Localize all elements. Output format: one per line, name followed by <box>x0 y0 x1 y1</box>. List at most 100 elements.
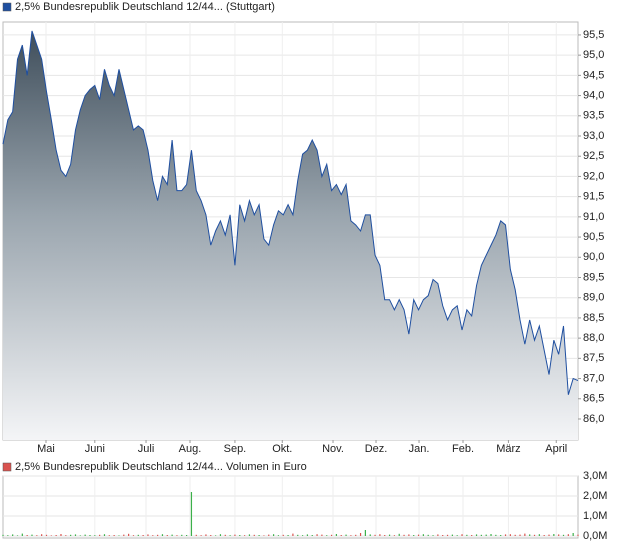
volume-bar <box>239 535 241 536</box>
volume-bar <box>103 534 106 536</box>
volume-bar <box>229 535 231 536</box>
volume-bar <box>301 535 304 536</box>
volume-bar <box>485 534 487 536</box>
volume-bar <box>147 534 149 536</box>
volume-bar <box>350 535 352 536</box>
x-tick-label: März <box>496 443 520 455</box>
y-tick-label: 95,0 <box>583 49 604 61</box>
volume-bar <box>403 534 405 536</box>
legend-swatch <box>2 2 12 12</box>
volume-bar <box>128 533 130 536</box>
volume-bar <box>577 534 579 536</box>
volume-bar <box>55 535 57 536</box>
volume-bar <box>413 535 415 536</box>
y-tick-label: 0,0M <box>583 530 607 542</box>
volume-bar <box>190 492 193 536</box>
y-tick-label: 92,0 <box>583 170 604 182</box>
volume-bar <box>335 534 338 536</box>
y-tick-label: 90,0 <box>583 251 604 263</box>
volume-bar <box>205 534 207 536</box>
volume-bar <box>321 534 323 536</box>
y-tick-label: 93,0 <box>583 130 604 142</box>
price-area <box>3 30 578 440</box>
volume-bar <box>12 534 14 536</box>
volume-bar <box>330 534 333 536</box>
y-tick-label: 88,5 <box>583 312 604 324</box>
y-tick-label: 92,5 <box>583 150 604 162</box>
volume-bar <box>297 534 299 536</box>
volume-bar <box>258 535 260 536</box>
x-tick-label: April <box>545 443 567 455</box>
volume-bar <box>70 534 72 536</box>
volume-bar <box>132 535 135 536</box>
volume-bar <box>379 534 381 536</box>
y-tick-label: 87,5 <box>583 352 604 364</box>
volume-bar <box>108 535 110 536</box>
volume-bar <box>504 534 507 536</box>
volume-bar <box>60 534 62 536</box>
chart-title: 2,5% Bundesrepublik Deutschland 12/44...… <box>15 1 275 13</box>
volume-bar <box>408 534 410 536</box>
volume-bar <box>456 535 458 536</box>
volume-bar <box>215 535 217 536</box>
volume-bar <box>519 534 521 536</box>
volume-bar <box>166 535 168 536</box>
volume-bar <box>234 534 236 536</box>
y-tick-label: 3,0M <box>583 470 607 482</box>
volume-bar <box>65 535 67 536</box>
volume-bar <box>529 534 531 536</box>
volume-bar <box>186 535 188 536</box>
volume-bar <box>31 534 33 536</box>
x-tick-label: Aug. <box>179 443 202 455</box>
price-line <box>2 30 579 395</box>
volume-bar <box>142 535 144 536</box>
volume-bar <box>446 534 449 536</box>
y-tick-label: 87,0 <box>583 372 604 384</box>
volume-bar <box>475 534 478 536</box>
volume-bar <box>422 534 424 536</box>
volume-bar <box>340 535 342 536</box>
volume-bar <box>374 534 376 536</box>
volume-bar <box>326 535 328 536</box>
y-tick-label: 91,0 <box>583 211 604 223</box>
x-tick-label: Juli <box>138 443 155 455</box>
volume-bar <box>316 534 318 536</box>
volume-bar <box>84 534 86 536</box>
volume-bar <box>181 534 183 536</box>
legend-swatch <box>2 462 12 472</box>
volume-bar <box>437 534 439 536</box>
volume-bar <box>461 534 463 536</box>
volume-bar <box>359 533 362 536</box>
volume-bar <box>94 535 96 536</box>
volume-bar <box>50 535 52 536</box>
volume-bar <box>171 534 173 536</box>
volume-bar <box>2 534 4 536</box>
volume-bar <box>253 534 255 536</box>
volume-bar <box>490 534 492 536</box>
volume-bar <box>176 535 178 536</box>
volume-bar <box>292 533 294 536</box>
y-tick-label: 86,5 <box>583 393 604 405</box>
volume-bar <box>161 534 164 536</box>
volume-bar <box>466 534 468 536</box>
y-tick-label: 88,0 <box>583 332 604 344</box>
volume-bar <box>137 534 139 536</box>
volume-bar <box>41 534 43 536</box>
volume-bar <box>152 535 154 536</box>
y-tick-label: 94,0 <box>583 89 604 101</box>
y-tick-label: 91,5 <box>583 191 604 203</box>
y-tick-label: 89,0 <box>583 292 604 304</box>
volume-bar <box>432 535 434 536</box>
volume-bar <box>548 534 550 536</box>
plot-frame <box>2 475 579 539</box>
volume-bar <box>451 534 453 536</box>
volume-bar <box>480 534 482 536</box>
volume-bar <box>36 535 38 536</box>
y-tick-label: 94,5 <box>583 69 604 81</box>
volume-bar <box>45 534 48 536</box>
volume-bar <box>7 535 9 536</box>
volume-bar <box>248 534 251 536</box>
volume-bar <box>287 535 289 536</box>
volume-bar <box>224 534 226 536</box>
volume-bar <box>538 534 540 536</box>
